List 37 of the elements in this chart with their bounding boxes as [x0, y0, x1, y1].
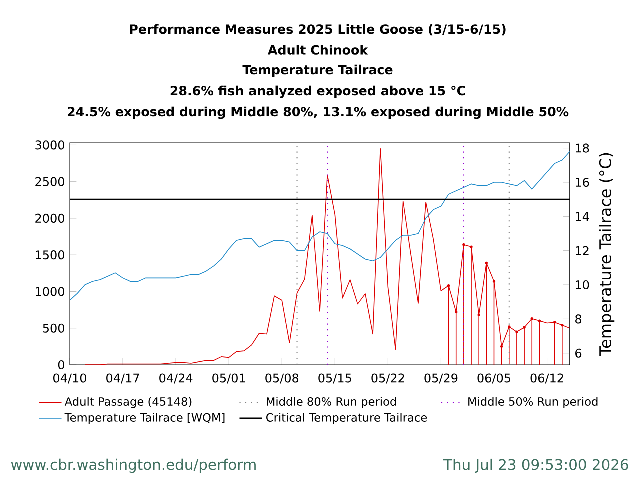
- y-tick-label: 3000: [36, 140, 64, 150]
- x-tick-label: 05/29: [424, 374, 458, 384]
- x-tick-label: 06/05: [478, 374, 510, 384]
- text: Temperature Tailrace: [242, 64, 393, 78]
- y2-tick-label: 12: [576, 246, 589, 256]
- x-tick-label: 04/24: [160, 374, 193, 384]
- x-tick-label: 04/17: [106, 374, 140, 384]
- legend-label: Adult Passage (45148): [64, 397, 192, 408]
- text: Thu Jul 23 09:53:00 2026: [443, 458, 628, 474]
- x-tick-label: 04/10: [54, 374, 86, 384]
- y2-tick-label: 8: [576, 314, 582, 324]
- y2-tick-label: 10: [576, 280, 590, 290]
- y-tick-label: 1500: [36, 250, 64, 260]
- x-tick-label: 05/08: [266, 374, 299, 384]
- x-tick-label: 06/12: [530, 374, 564, 384]
- y2-tick-label: 16: [576, 178, 590, 188]
- y2-tick-label: 18: [576, 144, 590, 153]
- y2-tick-label: 14: [576, 212, 590, 222]
- text: 28.6% fish analyzed exposed above 15 °C: [170, 86, 466, 98]
- chart-subtitle: Adult Chinook: [268, 45, 368, 55]
- y2-axis-title: Temperature Tailrace (°C): [599, 153, 615, 356]
- text: www.cbr.washington.edu/perform: [11, 458, 256, 474]
- x-tick-label: 05/22: [372, 374, 404, 384]
- legend-label: Critical Temperature Tailrace: [266, 413, 428, 424]
- x-tick-label: 05/01: [212, 374, 246, 384]
- y-tick-label: 2500: [36, 177, 64, 186]
- chart-title: Performance Measures 2025 Little Goose (3/15-6/15): [130, 24, 506, 36]
- legend-label: Temperature Tailrace [WQM]: [64, 413, 225, 424]
- text: 24.5% exposed during Middle 80%, 13.1% exposed during Middle 50%: [68, 106, 569, 120]
- legend-label: Middle 50% Run period: [468, 397, 598, 408]
- legend-label: Middle 80% Run period: [267, 397, 396, 408]
- y-tick-label: 2000: [36, 214, 64, 223]
- y-tick-label: 1000: [36, 287, 64, 296]
- y-tick-label: 500: [43, 324, 64, 333]
- y2-tick-label: 6: [576, 348, 582, 358]
- y-tick-label: 0: [58, 360, 64, 370]
- x-tick-label: 05/15: [318, 374, 352, 384]
